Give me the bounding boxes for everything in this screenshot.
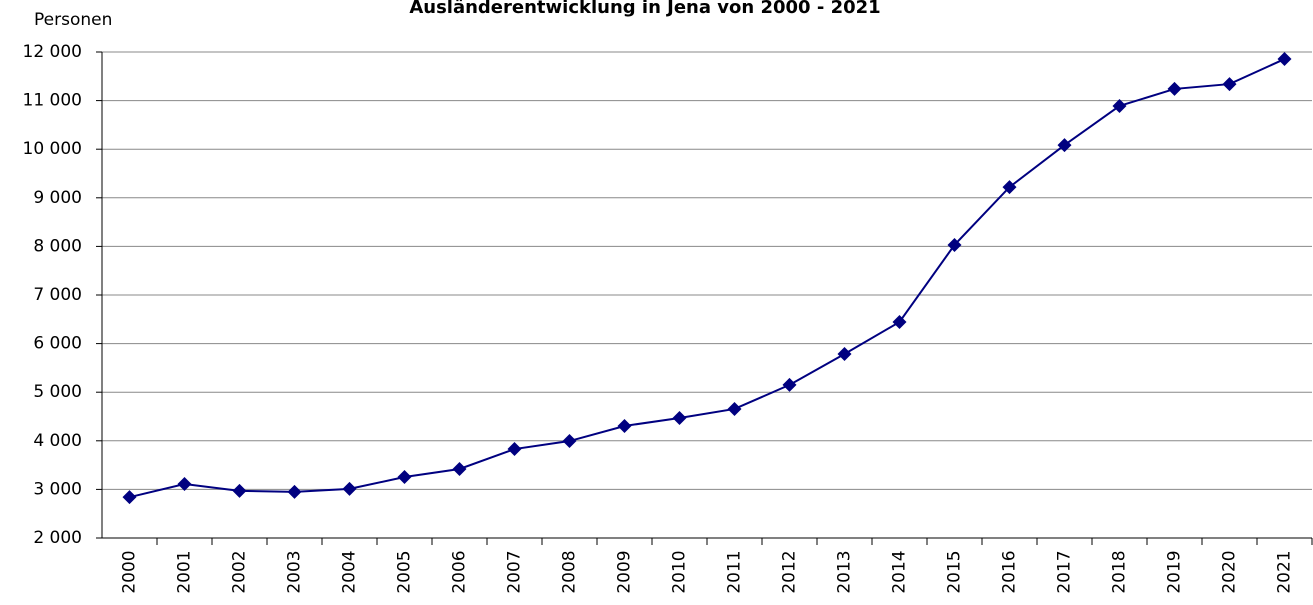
x-tick-label: 2011 xyxy=(725,550,745,593)
x-tick-label: 2002 xyxy=(230,550,250,593)
point-marker xyxy=(507,442,522,457)
y-tick-label: 3 000 xyxy=(33,479,82,499)
x-tick-label: 2006 xyxy=(450,550,470,593)
x-tick-label: 2003 xyxy=(285,550,305,593)
series-line xyxy=(129,58,1285,499)
x-tick-label: 2010 xyxy=(670,550,690,593)
x-tick-label: 2020 xyxy=(1220,550,1240,593)
y-tick-label: 9 000 xyxy=(33,188,82,208)
x-tick-label: 2021 xyxy=(1275,550,1295,593)
x-tick-label: 2019 xyxy=(1165,550,1185,593)
point-marker xyxy=(177,477,192,492)
x-tick-label: 2012 xyxy=(780,550,800,593)
y-axis-label: Personen xyxy=(34,10,112,30)
x-tick-label: 2018 xyxy=(1110,550,1130,593)
point-marker xyxy=(1167,81,1182,96)
y-tick-label: 11 000 xyxy=(23,91,82,111)
point-marker xyxy=(1002,180,1017,195)
y-tick-label: 12 000 xyxy=(23,42,82,62)
point-marker xyxy=(1112,98,1127,113)
x-tick-label: 2005 xyxy=(395,550,415,593)
y-tick-label: 2 000 xyxy=(33,528,82,548)
x-tick-label: 2016 xyxy=(1000,550,1020,593)
point-marker xyxy=(397,470,412,485)
point-marker xyxy=(782,377,797,392)
point-marker xyxy=(232,483,247,498)
y-tick-label: 6 000 xyxy=(33,334,82,354)
point-marker xyxy=(947,237,962,252)
y-tick-label: 10 000 xyxy=(23,139,82,159)
point-marker xyxy=(672,410,687,425)
point-marker xyxy=(342,481,357,496)
x-tick-label: 2014 xyxy=(890,550,910,593)
y-tick-label: 4 000 xyxy=(33,431,82,451)
point-marker xyxy=(1277,52,1292,67)
point-marker xyxy=(562,434,577,449)
point-marker xyxy=(727,401,742,416)
point-marker xyxy=(1222,77,1237,92)
point-marker xyxy=(122,490,137,505)
x-tick-label: 2013 xyxy=(835,550,855,593)
x-tick-label: 2001 xyxy=(175,550,195,593)
point-marker xyxy=(892,314,907,329)
y-tick-label: 7 000 xyxy=(33,285,82,305)
x-tick-label: 2007 xyxy=(505,550,525,593)
point-marker xyxy=(1057,138,1072,153)
x-tick-label: 2008 xyxy=(560,550,580,593)
x-tick-label: 2000 xyxy=(120,550,140,593)
point-marker xyxy=(617,418,632,433)
x-tick-label: 2004 xyxy=(340,550,360,593)
x-tick-label: 2009 xyxy=(615,550,635,593)
point-marker xyxy=(287,484,302,499)
chart-title: Ausländerentwicklung in Jena von 2000 - … xyxy=(409,0,880,18)
x-tick-label: 2015 xyxy=(945,550,965,593)
point-marker xyxy=(837,347,852,362)
x-tick-label: 2017 xyxy=(1055,550,1075,593)
y-tick-label: 5 000 xyxy=(33,382,82,402)
point-marker xyxy=(452,461,467,476)
y-tick-label: 8 000 xyxy=(33,236,82,256)
